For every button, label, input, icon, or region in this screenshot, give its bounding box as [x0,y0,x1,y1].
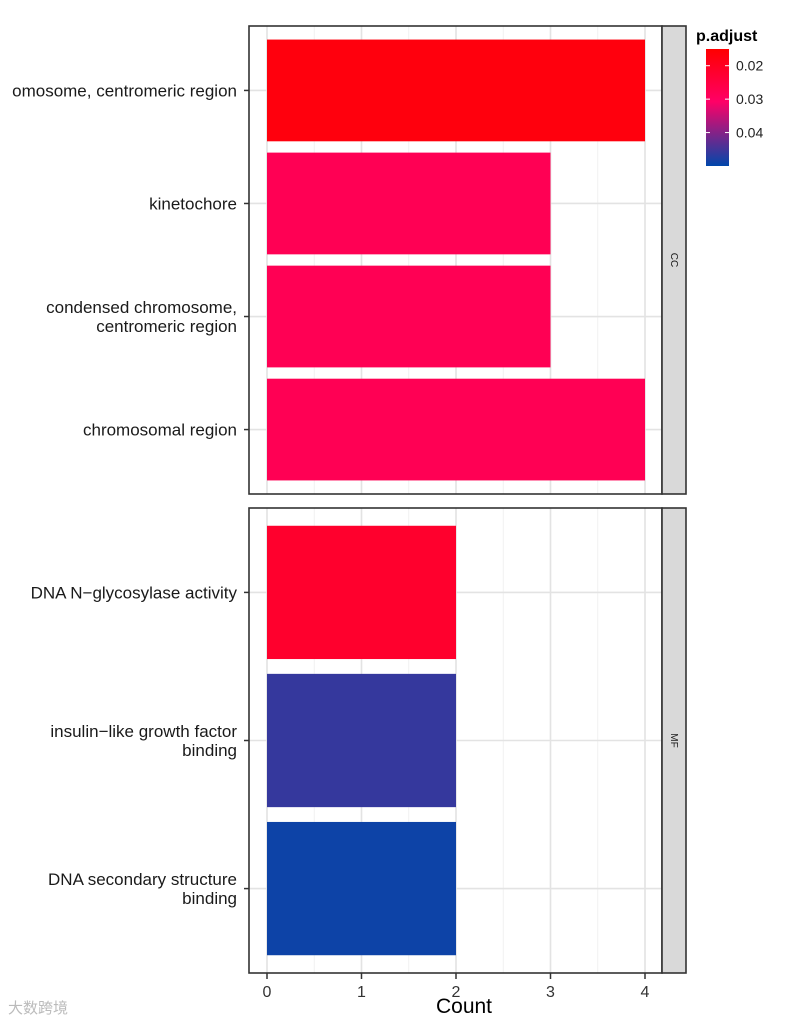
bar-cc-1 [267,152,551,255]
bar-cc-0 [267,39,645,142]
legend-tick-label: 0.03 [736,91,763,107]
watermark: 大数跨境 [8,999,68,1017]
bar-cc-2 [267,265,551,368]
x-tick-label: 1 [357,984,366,1001]
bar-mf-2 [267,821,456,956]
color-legend: p.adjust 0.02 0.03 0.04 [696,28,763,166]
facet-panel-mf: DNA N−glycosylase activity insulin−like g… [31,507,687,974]
x-tick-label: 3 [546,984,555,1001]
bar-cc-3 [267,378,645,481]
category-label: omosome, centromeric region [12,81,237,100]
legend-tick-label: 0.02 [736,58,763,74]
category-label: chromosomal region [83,421,237,440]
category-label: kinetochore [149,194,237,213]
legend-colorbar [706,49,729,166]
category-label: insulin−like growth factor binding [50,722,237,760]
category-label: DNA secondary structure binding [48,870,237,908]
category-label: condensed chromosome, centromeric region [46,298,237,336]
legend-tick-label: 0.04 [736,125,763,141]
facet-panel-cc: omosome, centromeric region kinetochore co… [12,25,687,495]
facet-strip-label: CC [668,253,679,267]
x-tick-label: 0 [263,984,272,1001]
bar-mf-1 [267,673,456,808]
x-axis-title: Count [436,995,492,1018]
x-tick-label: 2 [452,984,461,1001]
legend-title: p.adjust [696,28,758,45]
x-axis: 0 1 2 3 4 [263,973,650,1001]
bar-mf-0 [267,525,456,660]
facet-strip-label: MF [668,733,679,747]
x-tick-label: 4 [641,984,650,1001]
category-label: DNA N−glycosylase activity [31,583,238,602]
